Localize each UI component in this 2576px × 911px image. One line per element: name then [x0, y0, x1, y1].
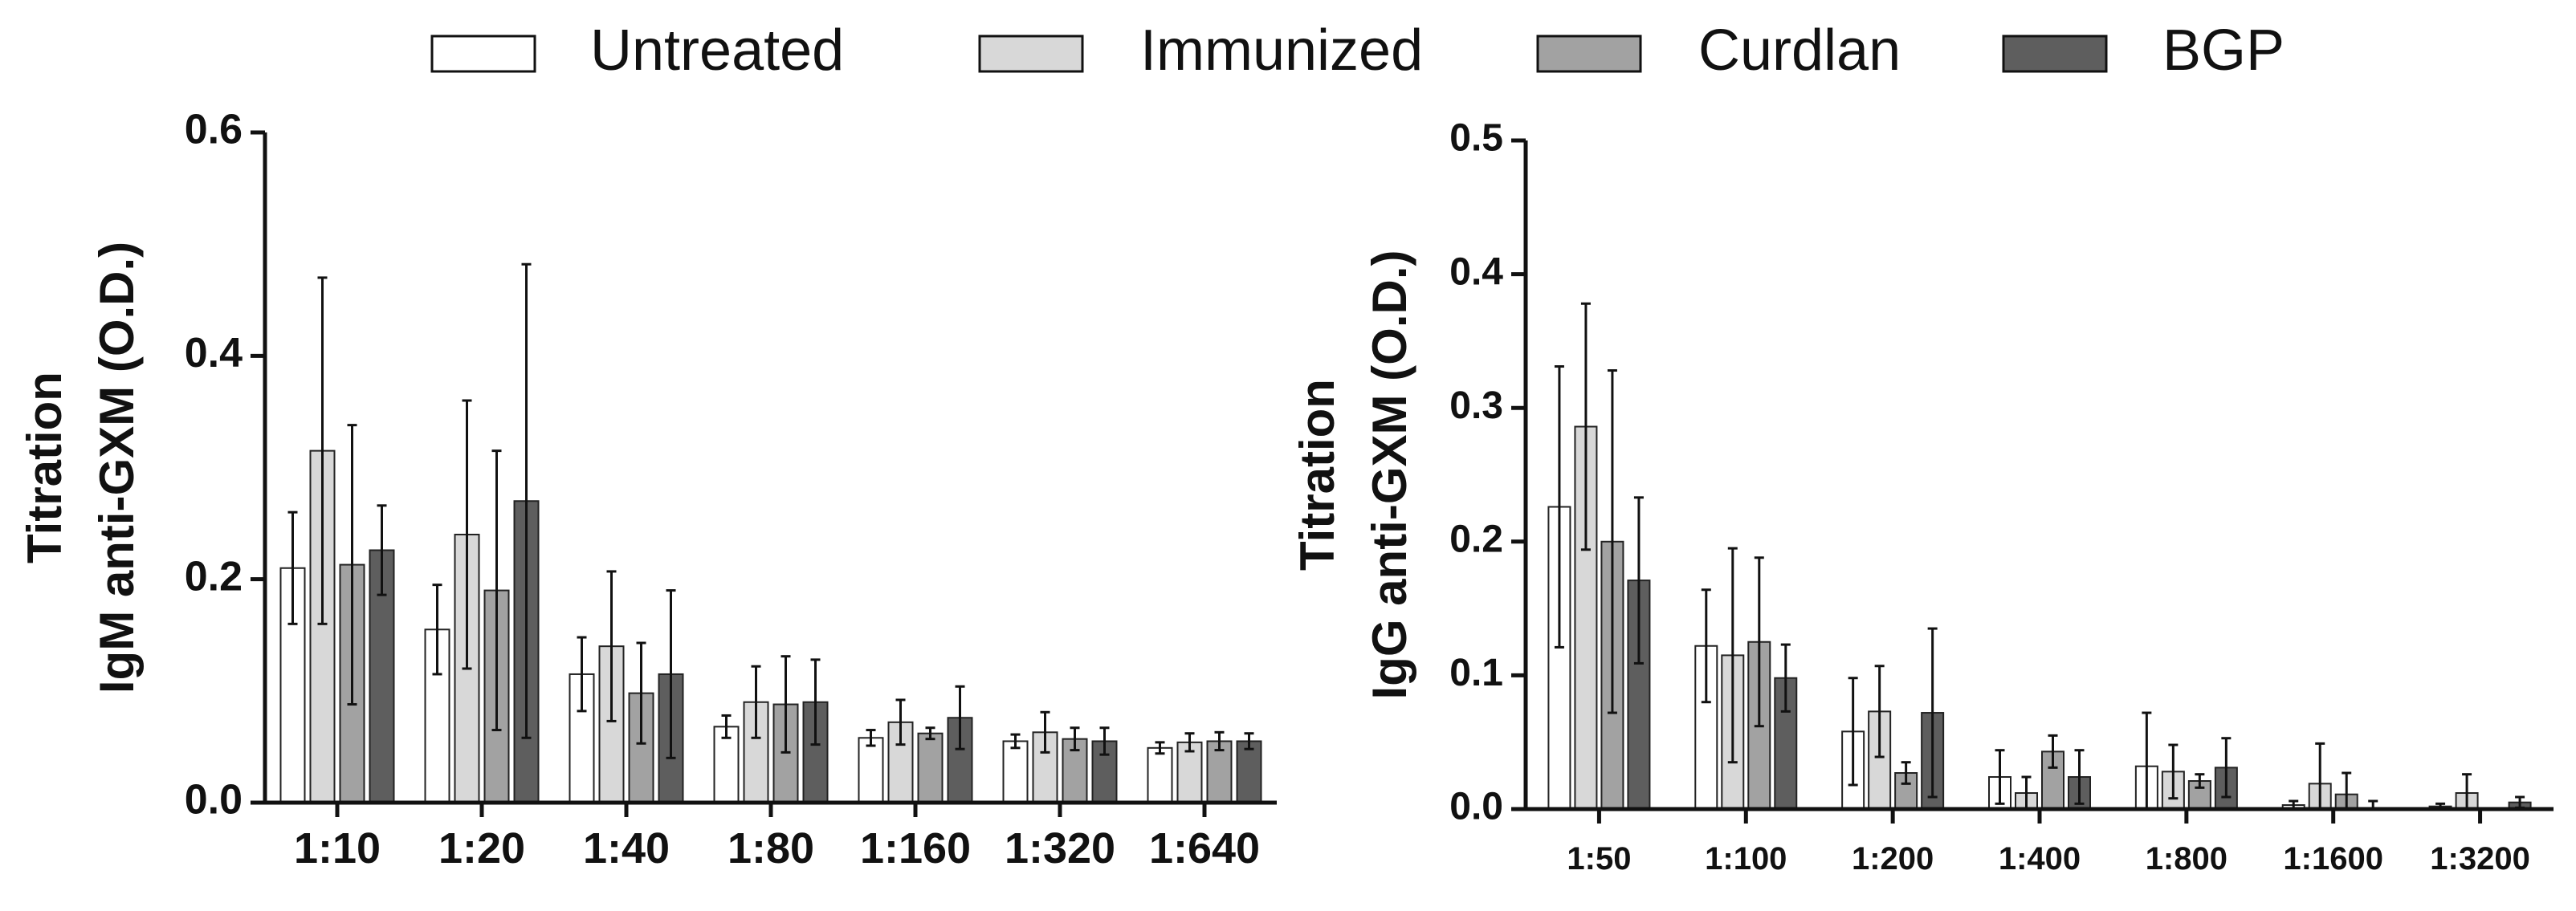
bar	[713, 726, 740, 803]
chart-igm: Titration IgM anti-GXM (O.D.) 0.0 0.2 0.4 0.6…	[18, 107, 1277, 872]
y-tick-label: 0.3	[1449, 384, 1503, 427]
legend-label-untreated: Untreated	[590, 18, 844, 83]
y-tick-label: 0.0	[185, 777, 243, 824]
legend-label-bgp: BGP	[2162, 18, 2285, 83]
legend-swatch-bgp	[2002, 35, 2108, 73]
legend-label-curdlan: Curdlan	[1698, 18, 1901, 83]
y-tick-label: 0.2	[1449, 518, 1503, 560]
legend-label-immunized: Immunized	[1140, 18, 1423, 83]
y-tick-label: 0.4	[185, 330, 243, 376]
legend-entry-untreated: Untreated	[430, 18, 844, 83]
x-tick-label: 1:100	[1705, 841, 1787, 876]
legend-entry-curdlan: Curdlan	[1536, 18, 1901, 83]
x-tick-label: 1:10	[294, 824, 381, 872]
x-tick-label: 1:800	[2146, 841, 2228, 876]
legend-entry-immunized: Immunized	[978, 18, 1423, 83]
bar	[1002, 740, 1029, 803]
x-tick-label: 1:1600	[2283, 841, 2383, 876]
x-tick-label: 1:200	[1852, 841, 1934, 876]
y-tick-label: 0.2	[185, 553, 243, 600]
legend-entry-bgp: BGP	[2002, 18, 2285, 83]
y-tick-label: 0.0	[1449, 786, 1503, 828]
x-tick-label: 1:400	[1999, 841, 2081, 876]
y-tick-label: 0.6	[185, 107, 243, 153]
legend: Untreated Immunized Curdlan BGP	[430, 18, 2285, 83]
x-tick-label: 1:40	[583, 824, 670, 872]
x-tick-label: 1:20	[438, 824, 525, 872]
x-tick-label: 1:160	[860, 824, 971, 872]
x-tick-label: 1:3200	[2430, 841, 2530, 876]
y-tick-label: 0.1	[1449, 652, 1503, 694]
x-tick-label: 1:50	[1567, 841, 1631, 876]
legend-swatch-curdlan	[1536, 35, 1642, 73]
legend-swatch-immunized	[978, 35, 1084, 73]
x-tick-label: 1:80	[728, 824, 814, 872]
y-axis-title-line2: IgG anti-GXM (O.D.)	[1363, 250, 1416, 700]
bar	[1147, 746, 1173, 804]
y-axis-title-line2: IgM anti-GXM (O.D.)	[90, 242, 144, 693]
x-tick-label: 1:640	[1149, 824, 1260, 872]
bar	[858, 737, 884, 803]
y-tick-label: 0.4	[1449, 250, 1503, 293]
bar	[917, 732, 944, 804]
y-tick-label: 0.5	[1449, 117, 1503, 160]
chart-igg: Titration IgG anti-GXM (O.D.) 0.0 0.1 0.2 0.3…	[1290, 117, 2554, 876]
y-axis-title-line1: Titration	[18, 372, 71, 563]
bar	[1236, 740, 1262, 803]
legend-swatch-untreated	[430, 35, 536, 73]
y-axis-title-line1: Titration	[1290, 379, 1344, 571]
x-tick-label: 1:320	[1005, 824, 1115, 872]
